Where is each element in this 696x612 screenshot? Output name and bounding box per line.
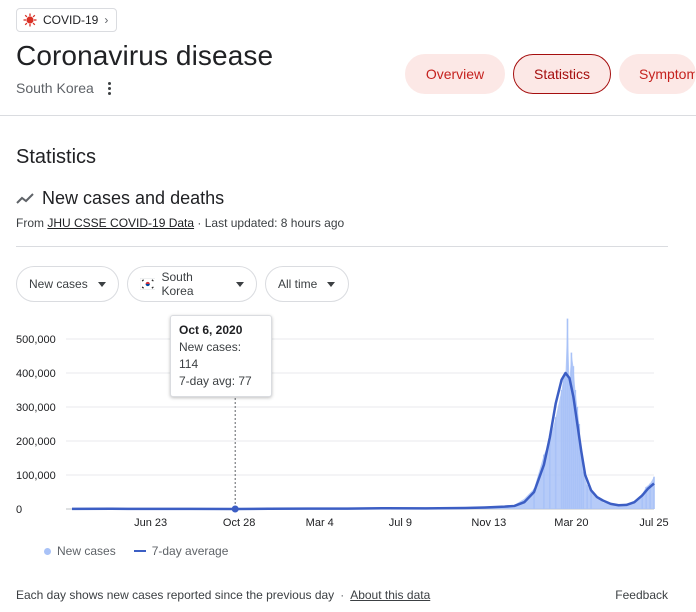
tooltip-date: Oct 6, 2020 bbox=[179, 323, 243, 337]
covid-topic-chip[interactable]: COVID-19 › bbox=[16, 8, 118, 32]
new-cases-chart[interactable]: 0 100,000 200,000 300,000 400,000 500,000 Jun … bbox=[0, 310, 696, 536]
new-cases-bar bbox=[574, 390, 577, 509]
new-cases-bar bbox=[641, 493, 644, 509]
about-data-link[interactable]: About this data bbox=[350, 588, 431, 602]
metric-dropdown-label: New cases bbox=[29, 277, 88, 291]
chart-legend: New cases 7-day average bbox=[44, 544, 228, 558]
dropdown-arrow-icon bbox=[97, 281, 106, 287]
tab-symptoms[interactable]: Symptoms bbox=[619, 54, 696, 94]
source-link[interactable]: JHU CSSE COVID-19 Data bbox=[47, 216, 195, 230]
chevron-right-icon: › bbox=[104, 13, 109, 27]
legend-line-swatch bbox=[133, 550, 146, 552]
chart-tooltip: Oct 6, 2020 New cases: 114 7-day avg: 77 bbox=[170, 315, 272, 397]
trending-icon bbox=[16, 192, 34, 204]
location-label: South Korea bbox=[16, 80, 94, 96]
more-options-icon[interactable] bbox=[107, 81, 112, 95]
y-tick-label: 400,000 bbox=[16, 368, 56, 380]
x-tick-label: Jul 9 bbox=[389, 517, 412, 529]
dropdown-arrow-icon bbox=[327, 281, 336, 287]
new-cases-bar bbox=[590, 492, 592, 509]
x-tick-label: Oct 28 bbox=[223, 517, 255, 529]
range-dropdown[interactable]: All time bbox=[265, 266, 349, 302]
new-cases-bar bbox=[562, 376, 565, 509]
new-cases-bar bbox=[580, 451, 583, 509]
new-cases-bar bbox=[570, 352, 573, 509]
new-cases-bar bbox=[560, 390, 563, 509]
new-cases-bar bbox=[586, 485, 588, 509]
y-tick-label: 200,000 bbox=[16, 436, 56, 448]
legend-line-label: 7-day average bbox=[151, 544, 229, 558]
x-tick-label: Mar 4 bbox=[306, 517, 334, 529]
south-korea-flag-icon bbox=[140, 278, 156, 290]
section-title: Statistics bbox=[16, 146, 97, 168]
tab-overview[interactable]: Overview bbox=[405, 54, 505, 94]
new-cases-bar bbox=[649, 483, 651, 509]
y-tick-label: 100,000 bbox=[16, 470, 56, 482]
new-cases-bar bbox=[566, 318, 569, 509]
country-dropdown-label: South Korea bbox=[161, 270, 194, 298]
tooltip-new-cases: New cases: 114 bbox=[179, 340, 242, 371]
new-cases-bar bbox=[653, 476, 655, 509]
x-tick-label: Jun 23 bbox=[134, 517, 167, 529]
new-cases-bar bbox=[554, 417, 557, 509]
new-cases-bar bbox=[572, 366, 575, 509]
tab-statistics[interactable]: Statistics bbox=[513, 54, 611, 94]
seven-day-average-line bbox=[71, 371, 655, 511]
footer-separator: · bbox=[340, 588, 345, 602]
last-updated: · Last updated: 8 hours ago bbox=[194, 216, 345, 230]
new-cases-bar bbox=[564, 373, 567, 509]
feedback-link[interactable]: Feedback bbox=[615, 588, 668, 602]
new-cases-bar bbox=[543, 454, 545, 509]
new-cases-bar bbox=[548, 441, 551, 509]
footer-note: Each day shows new cases reported since … bbox=[16, 588, 430, 602]
tooltip-avg: 7-day avg: 77 bbox=[179, 374, 252, 388]
highlight-point bbox=[231, 505, 239, 513]
x-tick-label: Mar 20 bbox=[554, 517, 588, 529]
y-tick-label: 0 bbox=[16, 504, 22, 516]
new-cases-bar bbox=[582, 471, 585, 509]
dropdown-arrow-icon bbox=[236, 281, 244, 287]
section-divider bbox=[16, 246, 668, 247]
header-divider bbox=[0, 115, 696, 116]
country-dropdown[interactable]: South Korea bbox=[127, 266, 257, 302]
chart-heading-label: New cases and deaths bbox=[42, 188, 225, 208]
new-cases-bar bbox=[568, 379, 571, 509]
new-cases-bar bbox=[578, 424, 581, 509]
footer-note-text: Each day shows new cases reported since … bbox=[16, 588, 335, 602]
y-tick-label: 300,000 bbox=[16, 402, 56, 414]
virus-icon bbox=[23, 13, 37, 27]
legend-bars-label: New cases bbox=[57, 544, 116, 558]
y-tick-label: 500,000 bbox=[16, 334, 56, 346]
metric-dropdown[interactable]: New cases bbox=[16, 266, 119, 302]
data-source: From JHU CSSE COVID-19 Data · Last updat… bbox=[16, 216, 344, 230]
range-dropdown-label: All time bbox=[278, 277, 318, 291]
location-row: South Korea bbox=[16, 80, 112, 96]
x-tick-label: Jul 25 bbox=[639, 517, 668, 529]
legend-bars-swatch bbox=[44, 547, 51, 555]
new-cases-bar bbox=[645, 486, 647, 509]
new-cases-bar bbox=[533, 488, 535, 509]
covid-topic-label: COVID-19 bbox=[43, 13, 99, 27]
page-title: Coronavirus disease bbox=[16, 40, 274, 71]
source-prefix: From bbox=[16, 216, 48, 230]
chart-heading: New cases and deaths bbox=[16, 188, 224, 209]
new-cases-bar bbox=[576, 407, 579, 509]
x-tick-label: Nov 13 bbox=[471, 517, 506, 529]
